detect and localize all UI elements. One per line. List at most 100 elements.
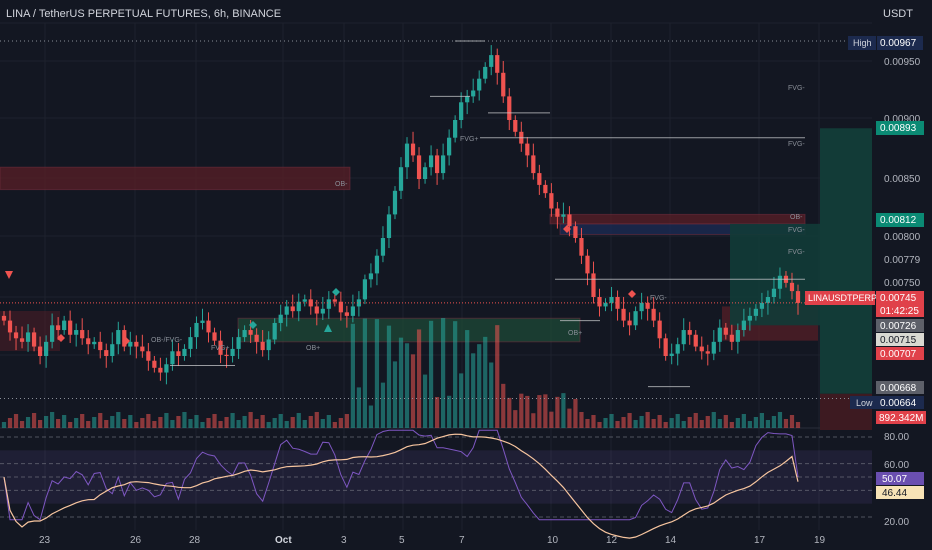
candle-body-57 bbox=[344, 312, 349, 316]
zone-label-ob-plus-2: OB+ bbox=[568, 330, 582, 337]
volume-bar-94 bbox=[567, 408, 572, 428]
volume-bar-10 bbox=[62, 415, 67, 428]
time-label-14: 14 bbox=[665, 535, 677, 546]
volume-bar-42 bbox=[254, 419, 259, 428]
volume-bar-49 bbox=[296, 413, 301, 428]
volume-bar-55 bbox=[332, 422, 337, 428]
volume-bar-34 bbox=[206, 418, 211, 428]
candle-body-83 bbox=[501, 72, 506, 97]
volume-bar-99 bbox=[597, 422, 602, 428]
candle-body-110 bbox=[663, 338, 668, 356]
volume-bar-52 bbox=[314, 412, 319, 428]
volume-bar-111 bbox=[669, 418, 674, 428]
candle-body-117 bbox=[705, 351, 710, 354]
volume-bar-85 bbox=[513, 410, 518, 428]
volume-bar-122 bbox=[735, 418, 740, 428]
candle-body-85 bbox=[513, 120, 518, 132]
rsi-tick-20: 20.00 bbox=[884, 517, 909, 528]
candle-body-91 bbox=[549, 193, 554, 209]
candle-body-32 bbox=[194, 322, 199, 338]
candle-body-51 bbox=[308, 299, 313, 307]
candle-body-47 bbox=[284, 306, 289, 315]
zone-label-ob-minus: OB- bbox=[335, 181, 348, 188]
volume-bar-9 bbox=[56, 419, 61, 428]
rsi-pane bbox=[0, 429, 872, 539]
symbol-badge bbox=[805, 291, 875, 305]
volume-bar-54 bbox=[326, 415, 331, 428]
volume-bar-97 bbox=[585, 419, 590, 428]
candle-body-125 bbox=[753, 308, 758, 316]
candle-body-77 bbox=[465, 96, 470, 103]
rsi-ma-value: 46.44 bbox=[882, 488, 907, 499]
candle-body-97 bbox=[585, 255, 590, 274]
candle-body-63 bbox=[380, 238, 386, 256]
candle-body-80 bbox=[483, 66, 488, 79]
candle-body-21 bbox=[128, 341, 133, 347]
volume-bar-108 bbox=[651, 419, 656, 428]
candle-body-60 bbox=[362, 279, 368, 300]
fvg-label-3: FVG- bbox=[788, 227, 805, 234]
price-tick-0.00779: 0.00779 bbox=[884, 255, 921, 266]
candle-body-0 bbox=[1, 315, 7, 321]
candle-body-59 bbox=[356, 299, 361, 307]
candle-body-10 bbox=[62, 320, 67, 331]
level-d-badge bbox=[876, 381, 924, 394]
time-label-5: 5 bbox=[399, 535, 405, 546]
price-axis[interactable]: 0.00950 0.00900 0.00850 0.00800 0.00779 … bbox=[805, 36, 926, 424]
candle-body-131 bbox=[789, 282, 795, 292]
candle-body-126 bbox=[759, 302, 765, 309]
volume-bar-82 bbox=[495, 325, 500, 428]
candle-body-68 bbox=[410, 143, 416, 156]
candle-body-118 bbox=[711, 341, 716, 354]
time-axis[interactable]: 23 26 28 Oct 3 5 7 10 12 14 17 19 bbox=[39, 535, 826, 546]
rsi-value: 50.07 bbox=[882, 474, 907, 485]
time-label-17: 17 bbox=[754, 535, 766, 546]
volume-bar-51 bbox=[308, 416, 313, 428]
time-label-10: 10 bbox=[547, 535, 559, 546]
fvg-label-7: FVG- bbox=[650, 295, 667, 302]
volume-bar-68 bbox=[410, 354, 416, 428]
last-price: 0.00745 bbox=[880, 293, 917, 304]
candle-body-96 bbox=[579, 238, 584, 256]
rsi-axis[interactable]: 80.00 60.00 20.00 50.07 46.44 bbox=[876, 432, 924, 528]
fvg-label-1: FVG- bbox=[788, 85, 805, 92]
candle-body-56 bbox=[338, 301, 343, 313]
candle-body-81 bbox=[489, 55, 494, 67]
high-value: 0.00967 bbox=[880, 38, 917, 49]
candle-body-26 bbox=[158, 367, 163, 373]
volume-bar-101 bbox=[609, 414, 614, 428]
volume-bar-83 bbox=[501, 383, 506, 428]
volume-bar-72 bbox=[434, 397, 440, 428]
candle-body-20 bbox=[122, 330, 127, 347]
chart-title: LINA / TetherUS PERPETUAL FUTURES, 6h, B… bbox=[6, 8, 281, 20]
volume-bar-14 bbox=[86, 421, 91, 428]
candle-body-16 bbox=[98, 341, 103, 351]
candle-body-28 bbox=[170, 351, 175, 365]
level-c-value: 0.00707 bbox=[880, 349, 917, 360]
zones-layer bbox=[0, 128, 872, 430]
diamond-marker-4 bbox=[122, 337, 130, 345]
candle-body-12 bbox=[74, 330, 79, 335]
volume-bar-48 bbox=[290, 417, 295, 428]
entry-badge bbox=[876, 213, 924, 227]
volume-bar-110 bbox=[663, 422, 668, 428]
candle-body-74 bbox=[447, 137, 452, 156]
candle-body-123 bbox=[741, 320, 746, 331]
candle-body-98 bbox=[591, 273, 596, 297]
candle-body-127 bbox=[765, 297, 771, 303]
candle-body-62 bbox=[374, 255, 380, 274]
candle-body-129 bbox=[777, 275, 783, 289]
candle-body-19 bbox=[116, 330, 121, 345]
level-b-badge bbox=[876, 333, 924, 346]
target-value: 0.00893 bbox=[880, 123, 917, 134]
candle-body-121 bbox=[729, 334, 734, 342]
zone-0 bbox=[0, 166, 351, 191]
candle-body-69 bbox=[416, 155, 422, 179]
volume-bar-90 bbox=[543, 394, 548, 428]
volume-bar-125 bbox=[753, 417, 758, 428]
volume-bar-70 bbox=[422, 374, 428, 428]
volume-bar-114 bbox=[687, 417, 692, 428]
volume-bar-45 bbox=[272, 418, 277, 428]
volume-bar-89 bbox=[537, 395, 542, 428]
